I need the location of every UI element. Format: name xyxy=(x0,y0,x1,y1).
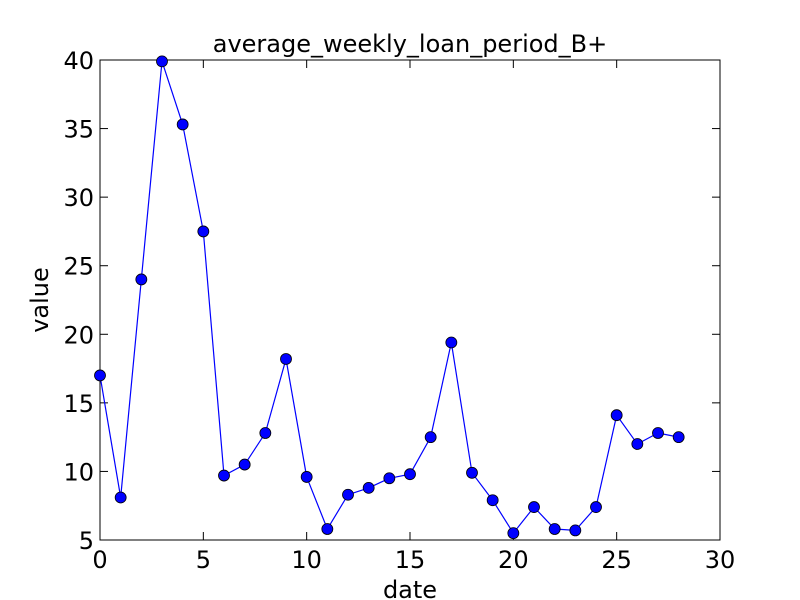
data-point xyxy=(280,353,292,365)
data-point xyxy=(342,488,354,501)
y-tick-label: 30 xyxy=(63,184,94,212)
series-line xyxy=(99,61,679,535)
plot-frame xyxy=(99,59,721,541)
data-point xyxy=(176,118,189,131)
data-point xyxy=(424,431,437,444)
data-point xyxy=(507,527,520,540)
chart-title: average_weekly_loan_period_B+ xyxy=(213,30,607,58)
y-tick-label: 25 xyxy=(63,253,94,281)
x-tick-label: 0 xyxy=(92,546,107,574)
y-tick-label: 35 xyxy=(63,116,94,144)
data-point xyxy=(672,431,685,444)
data-point xyxy=(321,523,334,535)
x-tick-label: 20 xyxy=(498,546,529,574)
x-tick-label: 25 xyxy=(601,546,632,574)
data-point xyxy=(445,336,458,349)
data-point xyxy=(238,458,251,471)
data-point xyxy=(631,438,644,450)
data-point xyxy=(383,472,396,485)
data-point xyxy=(404,468,416,481)
data-point xyxy=(610,409,623,422)
x-tick-label: 15 xyxy=(395,546,426,574)
x-tick-label: 30 xyxy=(705,546,736,574)
x-axis-label: date xyxy=(383,576,437,600)
data-point xyxy=(569,524,582,537)
data-point xyxy=(94,369,106,382)
data-point xyxy=(197,225,210,238)
data-point xyxy=(486,494,499,507)
y-tick-label: 5 xyxy=(79,527,94,555)
y-tick-label: 15 xyxy=(63,390,94,418)
data-point xyxy=(135,273,148,286)
y-tick-label: 40 xyxy=(63,47,94,75)
data-point xyxy=(259,427,272,439)
data-point xyxy=(114,491,127,504)
data-point xyxy=(300,471,313,483)
data-point xyxy=(652,427,664,439)
data-point xyxy=(590,501,602,513)
y-tick-label: 10 xyxy=(63,458,94,486)
x-tick-label: 5 xyxy=(196,546,211,574)
data-point xyxy=(156,55,168,68)
data-point xyxy=(528,501,540,513)
data-point xyxy=(218,469,230,482)
y-tick-label: 20 xyxy=(63,321,94,349)
x-tick-label: 10 xyxy=(291,546,322,574)
data-point xyxy=(362,481,375,494)
y-axis-label: value xyxy=(26,267,54,333)
data-point xyxy=(466,466,478,479)
data-point xyxy=(548,523,561,535)
